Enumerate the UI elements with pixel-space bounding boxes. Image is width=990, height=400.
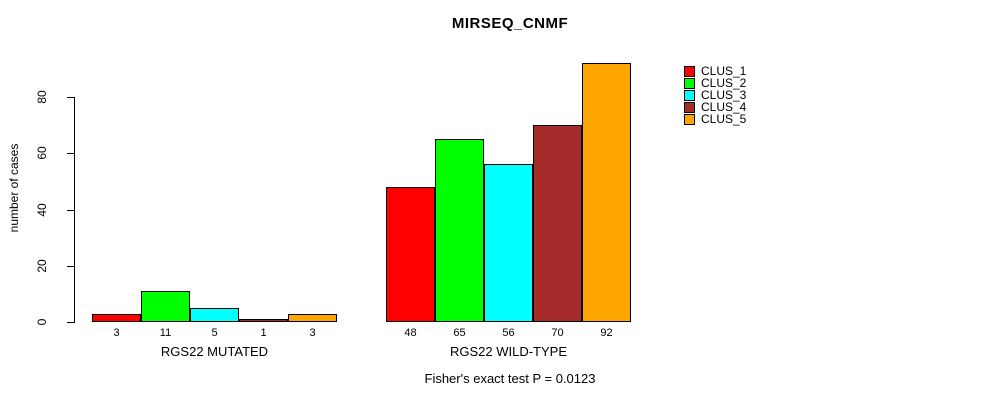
legend-label: CLUS_2	[701, 76, 747, 90]
bar-value-label: 3	[113, 327, 120, 339]
bar	[533, 125, 582, 322]
legend-row: CLUS_4	[684, 101, 746, 113]
y-tick-mark	[67, 97, 74, 98]
bar	[435, 139, 484, 322]
y-tick-label: 80	[35, 90, 49, 104]
bar-value-label: 1	[260, 327, 267, 339]
chart-title: MIRSEQ_CNMF	[451, 15, 569, 32]
legend-swatch	[684, 65, 695, 77]
legend-label: CLUS_4	[701, 100, 747, 114]
bar-value-label: 92	[600, 327, 613, 339]
y-tick-label: 20	[35, 259, 49, 273]
bar-value-label: 56	[502, 327, 515, 339]
group-label: RGS22 MUTATED	[160, 344, 269, 359]
bar	[582, 63, 631, 322]
legend-row: CLUS_2	[684, 77, 746, 89]
legend-swatch	[684, 89, 695, 101]
y-tick-label: 60	[35, 146, 49, 160]
bar	[239, 319, 288, 322]
bar	[288, 314, 337, 322]
legend-row: CLUS_1	[684, 65, 746, 77]
bar-value-label: 70	[551, 327, 564, 339]
y-tick-mark	[67, 153, 74, 154]
bar-value-label: 5	[211, 327, 218, 339]
y-tick-label: 0	[35, 318, 49, 326]
bar	[141, 291, 190, 322]
y-axis-line	[74, 97, 75, 323]
y-tick-mark	[67, 210, 74, 211]
bar-value-label: 3	[309, 327, 316, 339]
legend-swatch	[684, 77, 695, 89]
legend-row: CLUS_5	[684, 113, 746, 125]
fisher-test-annotation: Fisher's exact test P = 0.0123	[424, 371, 596, 386]
bar	[92, 314, 141, 322]
legend-swatch	[684, 101, 695, 113]
bar-value-label: 48	[404, 327, 417, 339]
legend-row: CLUS_3	[684, 89, 746, 101]
bar-value-label: 65	[453, 327, 466, 339]
legend: CLUS_1 CLUS_2 CLUS_3 CLUS_4 CLUS_5	[684, 65, 746, 125]
bar	[484, 164, 533, 322]
y-axis-title: number of cases	[7, 143, 21, 233]
group-label: RGS22 WILD-TYPE	[449, 344, 568, 359]
legend-label: CLUS_5	[701, 112, 747, 126]
bar	[190, 308, 239, 322]
legend-label: CLUS_3	[701, 88, 747, 102]
bar-value-label: 11	[159, 327, 172, 339]
y-tick-mark	[67, 266, 74, 267]
y-tick-label: 40	[35, 203, 49, 217]
legend-label: CLUS_1	[701, 64, 747, 78]
bar	[386, 187, 435, 322]
y-tick-mark	[67, 322, 74, 323]
legend-swatch	[684, 113, 695, 125]
